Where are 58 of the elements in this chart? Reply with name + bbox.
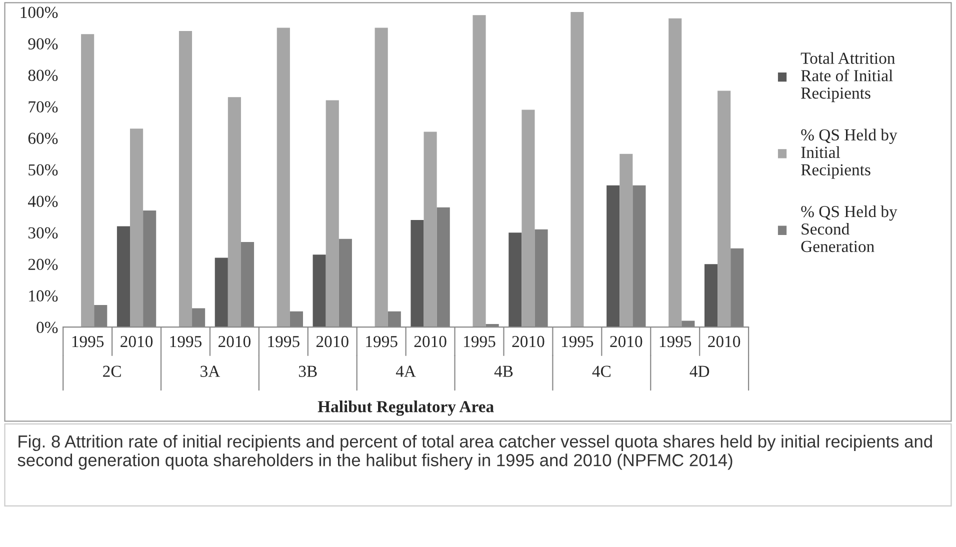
x-tick-label: 1995: [464, 336, 496, 348]
x-tick-label: 2010: [120, 336, 153, 348]
bar: [620, 154, 633, 328]
x-tick-label: 2010: [708, 336, 740, 348]
text: 2C: [103, 366, 121, 377]
text: 4A: [396, 366, 416, 377]
bar: [508, 232, 522, 328]
x-tick-label: 2010: [512, 336, 544, 348]
text: 3B: [298, 366, 317, 377]
bar: [424, 132, 437, 328]
bar: [522, 110, 535, 328]
bar: [472, 15, 486, 328]
bar: [704, 264, 718, 328]
y-tick-label: 70%: [28, 101, 58, 113]
x-tick-label: 1995: [170, 336, 202, 348]
legend-label: Total Attrition Rate of Initial Recipients: [800, 52, 895, 102]
bar: [276, 28, 290, 328]
x-tick-label: 1995: [562, 336, 594, 348]
bar: [81, 34, 94, 328]
bar: [570, 12, 584, 328]
bar: [326, 100, 339, 328]
x-tick-label: 2010: [414, 336, 446, 348]
x-tick-label: 1995: [268, 336, 300, 348]
y-tick-label: 20%: [28, 258, 58, 270]
bar: [130, 128, 144, 328]
x-tick-label: 1995: [660, 336, 692, 348]
bar: [668, 18, 682, 328]
text: 3A: [200, 366, 220, 377]
caption: Fig. 8 Attrition rate of initial recipients and percent of total area catcher vessel quota shares held by initial recipients and second generation quota shareholders in the halibut fishery in 1995 and 2010 (NPFMC 2014): [18, 434, 932, 470]
x-tick-label: 2010: [316, 336, 348, 348]
text: 4D: [690, 366, 710, 377]
bar: [178, 30, 192, 328]
y-tick-label: 50%: [28, 164, 58, 176]
bar: [312, 254, 326, 328]
y-tick-label: 60%: [28, 132, 58, 144]
y-tick-label: 10%: [29, 290, 58, 302]
legend-label: % QS Held by Second Generation: [801, 205, 898, 252]
x-axis-title: Halibut Regulatory Area: [318, 400, 494, 416]
bar: [410, 220, 424, 328]
bar: [116, 226, 130, 328]
bar: [228, 97, 241, 328]
bar: [214, 258, 228, 328]
x-tick-label: 1995: [72, 336, 104, 348]
y-tick-label: 90%: [28, 38, 58, 50]
text: 4C: [592, 366, 610, 377]
x-tick-label: 2010: [218, 336, 250, 348]
y-tick-label: 0%: [36, 322, 58, 334]
bar: [606, 185, 620, 328]
bar: [718, 90, 731, 328]
legend-label: % QS Held by Initial Recipients: [801, 128, 898, 179]
y-tick-label: 80%: [28, 70, 58, 82]
text: 4B: [494, 366, 513, 377]
y-tick-label: 100%: [20, 6, 58, 18]
y-tick-label: 40%: [28, 196, 58, 208]
y-tick-label: 30%: [28, 227, 58, 239]
x-tick-label: 2010: [610, 336, 642, 348]
x-tick-label: 1995: [366, 336, 398, 348]
bar: [374, 28, 388, 328]
